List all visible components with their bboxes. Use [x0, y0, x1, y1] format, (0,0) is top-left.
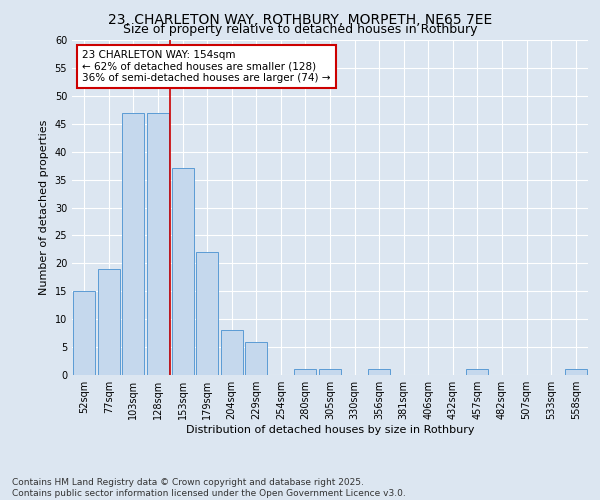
Text: 23 CHARLETON WAY: 154sqm
← 62% of detached houses are smaller (128)
36% of semi-: 23 CHARLETON WAY: 154sqm ← 62% of detach… — [82, 50, 331, 83]
Text: Size of property relative to detached houses in Rothbury: Size of property relative to detached ho… — [123, 22, 477, 36]
Bar — [466, 370, 488, 375]
Bar — [368, 370, 390, 375]
Bar — [295, 370, 316, 375]
Bar — [221, 330, 243, 375]
Bar — [319, 370, 341, 375]
Bar — [73, 291, 95, 375]
Bar — [147, 112, 169, 375]
X-axis label: Distribution of detached houses by size in Rothbury: Distribution of detached houses by size … — [186, 425, 474, 435]
Bar — [172, 168, 194, 375]
Bar — [196, 252, 218, 375]
Bar — [122, 112, 145, 375]
Text: 23, CHARLETON WAY, ROTHBURY, MORPETH, NE65 7EE: 23, CHARLETON WAY, ROTHBURY, MORPETH, NE… — [108, 12, 492, 26]
Text: Contains HM Land Registry data © Crown copyright and database right 2025.
Contai: Contains HM Land Registry data © Crown c… — [12, 478, 406, 498]
Y-axis label: Number of detached properties: Number of detached properties — [39, 120, 49, 295]
Bar — [245, 342, 268, 375]
Bar — [98, 269, 120, 375]
Bar — [565, 370, 587, 375]
